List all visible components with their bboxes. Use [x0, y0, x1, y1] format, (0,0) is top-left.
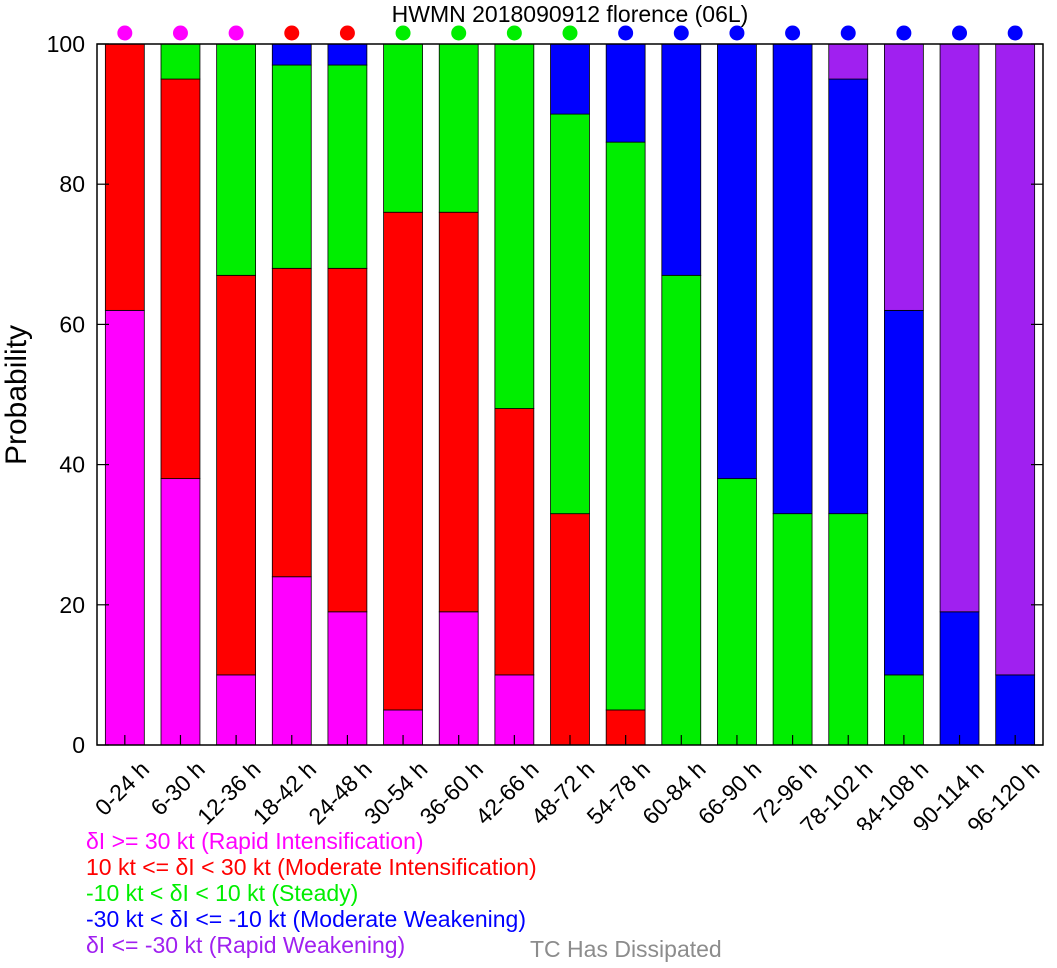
bar-segment-mw-54-78h [605, 43, 646, 143]
bar-segment-mw-72-96h [772, 43, 813, 515]
bar-segment-st-60-84h [661, 274, 702, 746]
top-marker-36-60h [451, 25, 467, 41]
bar-segment-rw-84-108h [884, 43, 924, 311]
bar-segment-mw-66-90h [717, 43, 757, 480]
bar-segment-st-6-30h [160, 43, 201, 80]
x-axis: 0-24 h6-30 h12-36 h18-42 h24-48 h30-54 h… [90, 735, 1045, 830]
stacked-bar-chart: 0 20 40 60 80 100 0-24 h6-30 h12-36 h18-42 h2… [0, 1, 1045, 830]
bar-segment-mi-0-24h [104, 43, 145, 311]
legend-item-steady: -10 kt < δI < 10 kt (Steady) [86, 880, 359, 906]
bar-segment-rw-96-120h [995, 43, 1036, 676]
top-marker-0-24h [117, 25, 133, 41]
bar-segment-mw-48-72h [550, 43, 590, 115]
bar-segment-mi-36-60h [438, 211, 479, 613]
chart-title: HWMN 2018090912 florence (06L) [392, 1, 749, 27]
top-marker-30-54h [395, 25, 411, 41]
bar-segment-st-36-60h [438, 43, 479, 213]
bar-segment-ri-12-36h [216, 674, 256, 746]
top-marker-12-36h [228, 25, 244, 41]
bar-segment-mw-18-42h [271, 43, 312, 66]
bar-segment-st-54-78h [605, 141, 646, 711]
top-marker-90-114h [952, 25, 968, 41]
bar-segment-mi-30-54h [383, 211, 423, 711]
legend-item-moderate-weakening: -30 kt < δI <= -10 kt (Moderate Weakenin… [86, 906, 527, 932]
y-tick-label: 40 [59, 452, 85, 478]
top-marker-24-48h [339, 25, 355, 41]
legend-item-rapid-intensification: δI >= 30 kt (Rapid Intensification) [86, 828, 424, 854]
bar-segment-mw-84-108h [884, 309, 924, 676]
bar-segment-st-48-72h [550, 113, 590, 515]
y-tick-label: 0 [72, 732, 85, 758]
y-tick-label: 100 [47, 31, 85, 57]
bar-segment-st-24-48h [327, 64, 368, 269]
bar-segment-ri-36-60h [438, 611, 479, 746]
bar-segment-mw-24-48h [327, 43, 368, 66]
y-tick-label: 80 [59, 171, 85, 197]
top-marker-6-30h [172, 25, 188, 41]
bar-segment-ri-42-66h [494, 674, 535, 746]
y-tick-label: 20 [59, 592, 85, 618]
bar-segment-st-12-36h [216, 43, 256, 276]
bar-segment-st-18-42h [271, 64, 312, 269]
bar-segment-st-66-90h [717, 478, 757, 746]
top-marker-66-90h [729, 25, 745, 41]
top-marker-18-42h [284, 25, 300, 41]
legend-item-moderate-intensification: 10 kt <= δI < 30 kt (Moderate Intensific… [86, 854, 537, 880]
bar-segment-mw-78-102h [828, 78, 869, 515]
bars-layer [104, 43, 1036, 746]
bar-segment-ri-24-48h [327, 611, 368, 746]
bar-segment-st-84-108h [884, 674, 924, 746]
legend-item-dissipated: TC Has Dissipated [530, 936, 722, 962]
top-marker-48-72h [562, 25, 578, 41]
bar-segment-st-30-54h [383, 43, 423, 213]
bar-segment-mw-60-84h [661, 43, 702, 276]
top-marker-54-78h [618, 25, 634, 41]
bar-segment-mi-6-30h [160, 78, 201, 480]
bar-segment-mi-12-36h [216, 274, 256, 676]
bar-segment-mi-42-66h [494, 408, 535, 676]
y-axis-label: Probability [0, 325, 33, 465]
top-marker-72-96h [785, 25, 801, 41]
bar-segment-mi-24-48h [327, 267, 368, 613]
bar-segment-ri-6-30h [160, 478, 201, 746]
y-axis: 0 20 40 60 80 100 [47, 31, 1043, 758]
top-marker-78-102h [840, 25, 856, 41]
bar-segment-mw-90-114h [939, 611, 980, 746]
bar-segment-ri-0-24h [104, 309, 145, 746]
y-tick-label: 60 [59, 311, 85, 337]
bar-segment-mw-96-120h [995, 674, 1036, 746]
top-marker-84-108h [896, 25, 912, 41]
bar-segment-rw-90-114h [939, 43, 980, 613]
top-marker-96-120h [1007, 25, 1023, 41]
top-markers-layer [117, 25, 1023, 41]
x-tick-label: 0-24 h [90, 756, 155, 821]
bar-segment-mi-48-72h [550, 513, 590, 746]
legend-item-rapid-weakening: δI <= -30 kt (Rapid Weakening) [86, 932, 406, 958]
bar-segment-st-72-96h [772, 513, 813, 746]
bar-segment-mi-18-42h [271, 267, 312, 578]
bar-segment-st-42-66h [494, 43, 535, 409]
top-marker-42-66h [506, 25, 522, 41]
bar-segment-st-78-102h [828, 513, 869, 746]
bar-segment-ri-18-42h [271, 576, 312, 746]
bar-segment-rw-78-102h [828, 43, 869, 80]
top-marker-60-84h [673, 25, 689, 41]
legend: δI >= 30 kt (Rapid Intensification) 10 k… [86, 828, 537, 958]
